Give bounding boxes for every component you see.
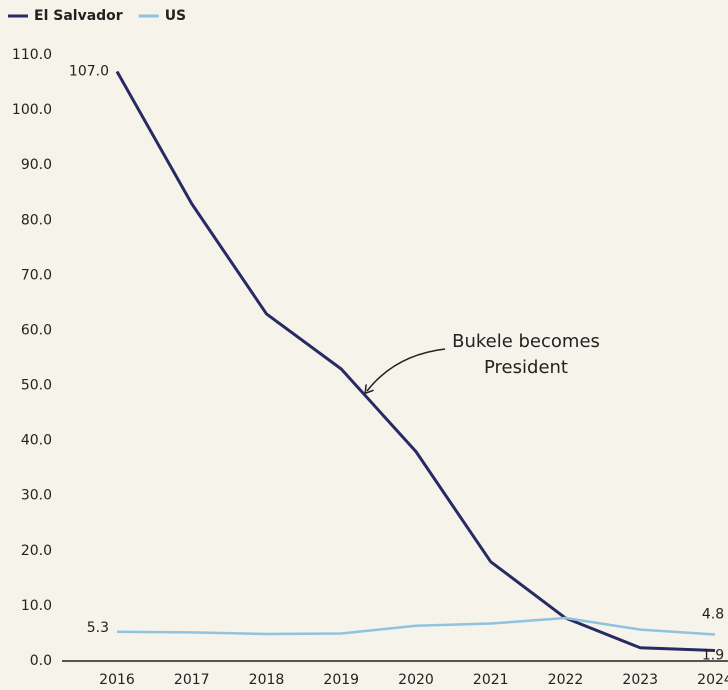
y-tick-label: 80.0	[21, 212, 52, 228]
x-tick-label: 2023	[622, 672, 658, 688]
y-tick-label: 40.0	[21, 433, 52, 449]
data-label: 5.3	[87, 620, 109, 636]
y-tick-label: 30.0	[21, 488, 52, 504]
data-label: 107.0	[69, 64, 109, 80]
y-tick-label: 10.0	[21, 598, 52, 614]
y-tick-label: 0.0	[30, 653, 52, 669]
data-label: 4.8	[702, 607, 724, 623]
x-tick-label: 2020	[398, 672, 434, 688]
annotation: Bukele becomes	[452, 331, 600, 352]
y-tick-label: 100.0	[12, 102, 52, 118]
data-label: 1.9	[702, 648, 724, 664]
y-tick-label: 90.0	[21, 157, 52, 173]
x-tick-label: 2018	[249, 672, 285, 688]
y-tick-label: 20.0	[21, 543, 52, 559]
annotation: President	[484, 357, 568, 378]
y-tick-label: 110.0	[12, 47, 52, 63]
x-tick-label: 2022	[548, 672, 584, 688]
y-tick-label: 70.0	[21, 267, 52, 283]
x-tick-label: 2016	[99, 672, 135, 688]
x-tick-label: 2021	[473, 672, 509, 688]
annotation-arrow	[367, 348, 446, 391]
legend-label: El Salvador	[34, 8, 123, 24]
x-tick-label: 2019	[323, 672, 359, 688]
y-tick-label: 60.0	[21, 322, 52, 338]
x-tick-label: 2017	[174, 672, 210, 688]
legend-label: US	[165, 8, 186, 24]
x-tick-label: 2024	[697, 672, 728, 688]
y-tick-label: 50.0	[21, 378, 52, 394]
series-line	[116, 616, 716, 636]
series-line	[115, 70, 716, 653]
